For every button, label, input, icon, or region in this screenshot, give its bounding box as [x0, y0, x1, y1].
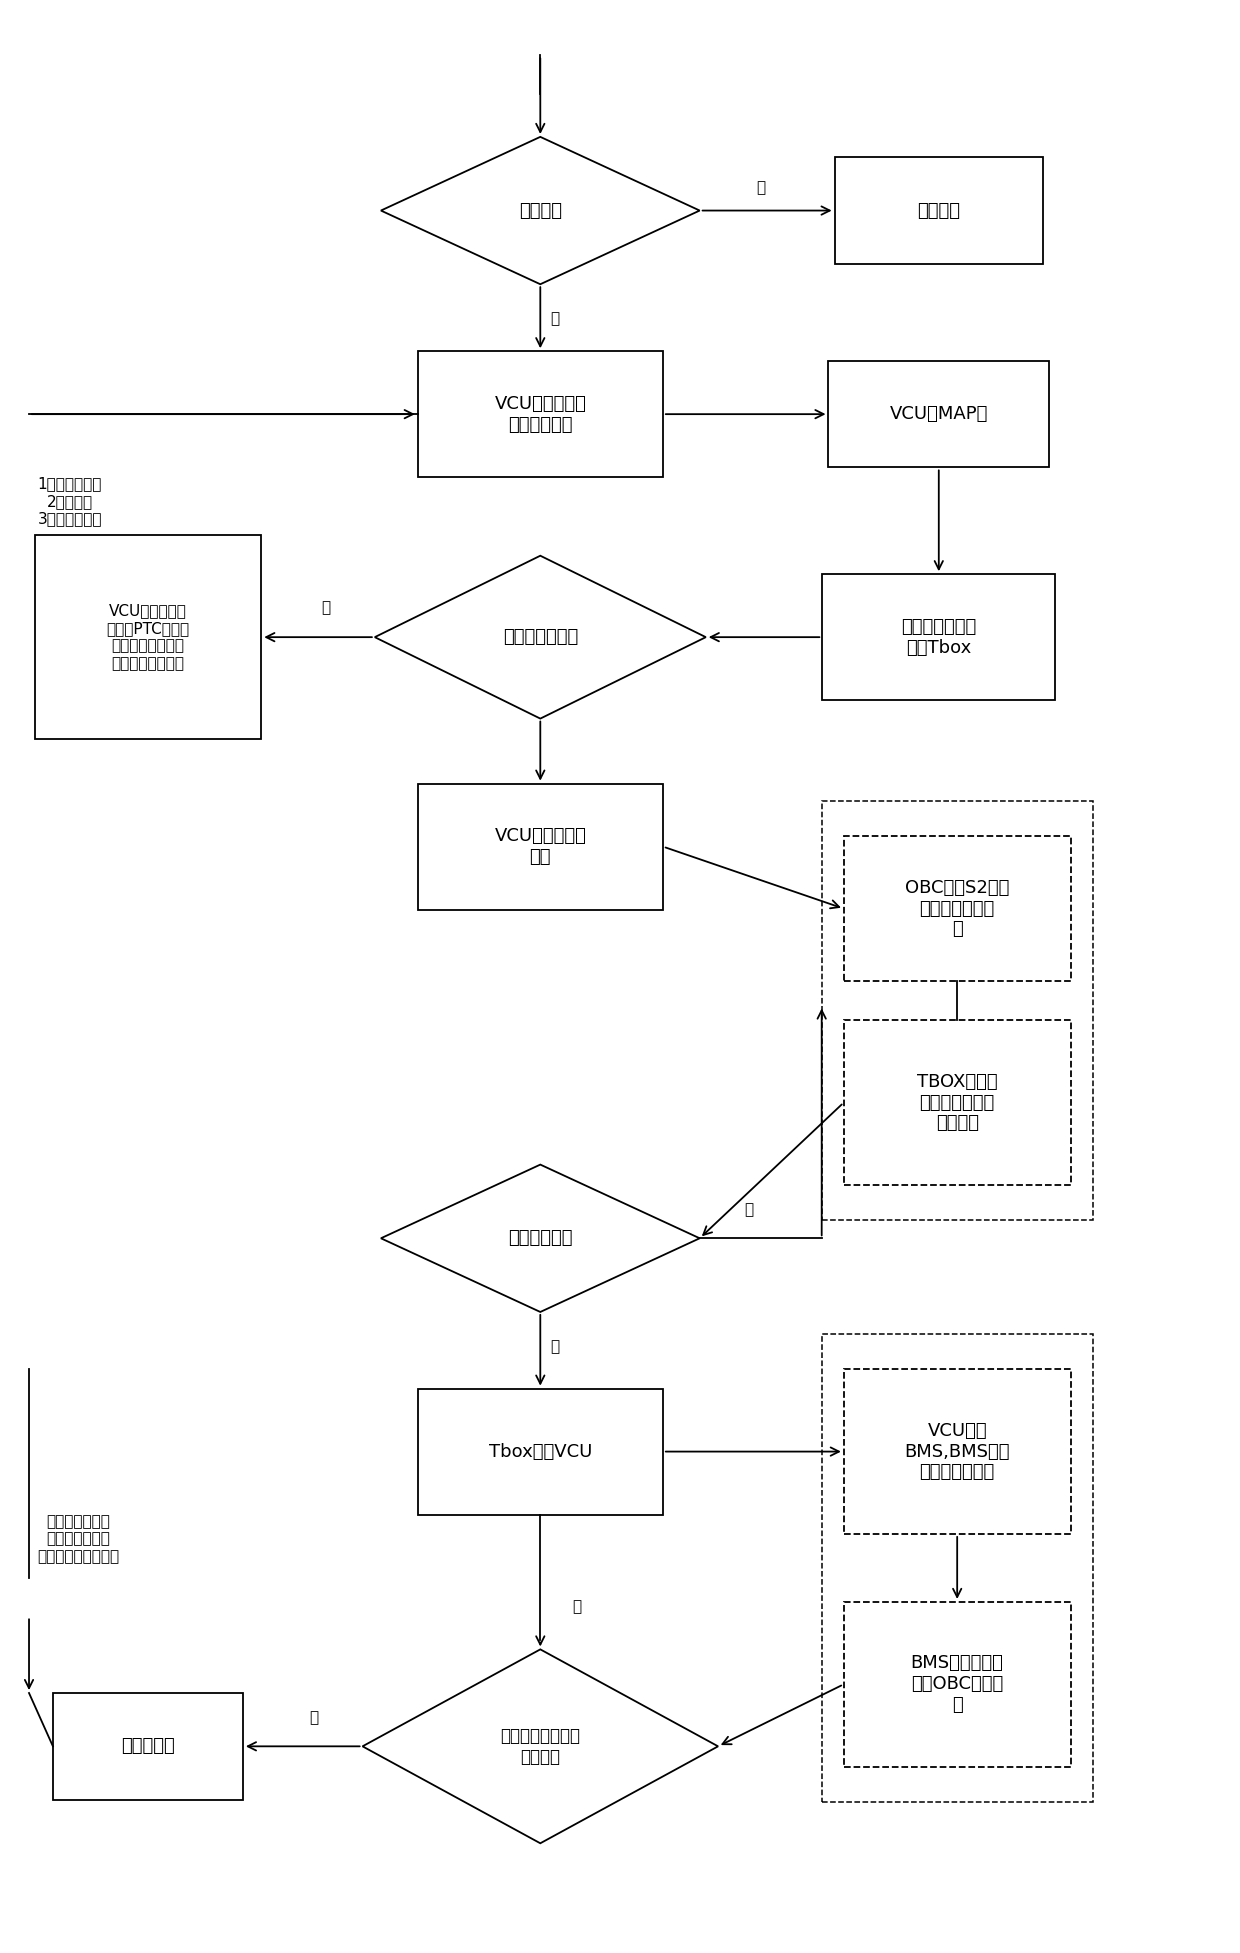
Polygon shape	[374, 557, 706, 719]
Text: 输出保温启动时
刻给Tbox: 输出保温启动时 刻给Tbox	[901, 617, 976, 656]
Text: 退出此功能: 退出此功能	[122, 1738, 175, 1756]
Text: VCU唤醒
BMS,BMS控制
加热接触器闭合: VCU唤醒 BMS,BMS控制 加热接触器闭合	[904, 1422, 1009, 1482]
Text: 否: 否	[744, 1201, 754, 1217]
Text: 是: 是	[551, 312, 559, 326]
Text: 启动车辆请求、
电池过热故障、
电池温差过大故障等: 启动车辆请求、 电池过热故障、 电池温差过大故障等	[37, 1514, 120, 1564]
Text: 是: 是	[321, 602, 330, 615]
Text: 充电完成: 充电完成	[518, 201, 562, 219]
Bar	[843, 836, 1070, 980]
Bar	[418, 352, 663, 477]
Bar	[418, 783, 663, 910]
Text: 继续充电: 继续充电	[918, 201, 960, 219]
Text: 保温时刻已到: 保温时刻已到	[508, 1228, 573, 1248]
Bar	[418, 1389, 663, 1516]
Text: BMS请求加热功
率，OBC进行响
应: BMS请求加热功 率，OBC进行响 应	[910, 1654, 1003, 1715]
Text: 须立即进行保温: 须立即进行保温	[502, 629, 578, 646]
Text: 是: 是	[309, 1709, 317, 1724]
Text: 否: 否	[573, 1600, 582, 1615]
Text: 是: 是	[551, 1340, 559, 1353]
Text: VCU查MAP表: VCU查MAP表	[889, 404, 988, 424]
Bar	[822, 801, 1092, 1221]
Text: VCU引导整车下
高压: VCU引导整车下 高压	[495, 828, 587, 865]
Text: Tbox唤醒VCU: Tbox唤醒VCU	[489, 1443, 591, 1461]
Text: TBOX进行计
时，其他控制器
进行休眠: TBOX进行计 时，其他控制器 进行休眠	[916, 1072, 997, 1133]
Text: VCU引导整车下
高压，PTC加热膜
接触器闭合，整车
进行动力电池保温: VCU引导整车下 高压，PTC加热膜 接触器闭合，整车 进行动力电池保温	[107, 603, 190, 670]
Bar	[822, 1334, 1092, 1801]
Text: OBC保持S2开关
闭合，不进行休
眠: OBC保持S2开关 闭合，不进行休 眠	[905, 879, 1009, 939]
Polygon shape	[381, 1164, 699, 1312]
Bar	[35, 535, 262, 738]
Polygon shape	[381, 137, 699, 285]
Bar	[843, 1601, 1070, 1767]
Bar	[843, 1019, 1070, 1185]
Bar	[822, 574, 1055, 701]
Text: 否: 否	[756, 180, 765, 195]
Bar	[835, 158, 1043, 264]
Bar	[828, 361, 1049, 467]
Polygon shape	[362, 1650, 718, 1844]
Text: 1预约用车时间
2环境温度
3电池平均温度: 1预约用车时间 2环境温度 3电池平均温度	[37, 477, 102, 525]
Bar	[843, 1369, 1070, 1533]
Text: 将电池温度加热到
需求温度: 将电池温度加热到 需求温度	[500, 1726, 580, 1766]
Text: VCU采集左边相
关数据并计算: VCU采集左边相 关数据并计算	[495, 395, 587, 434]
Bar	[53, 1693, 243, 1799]
